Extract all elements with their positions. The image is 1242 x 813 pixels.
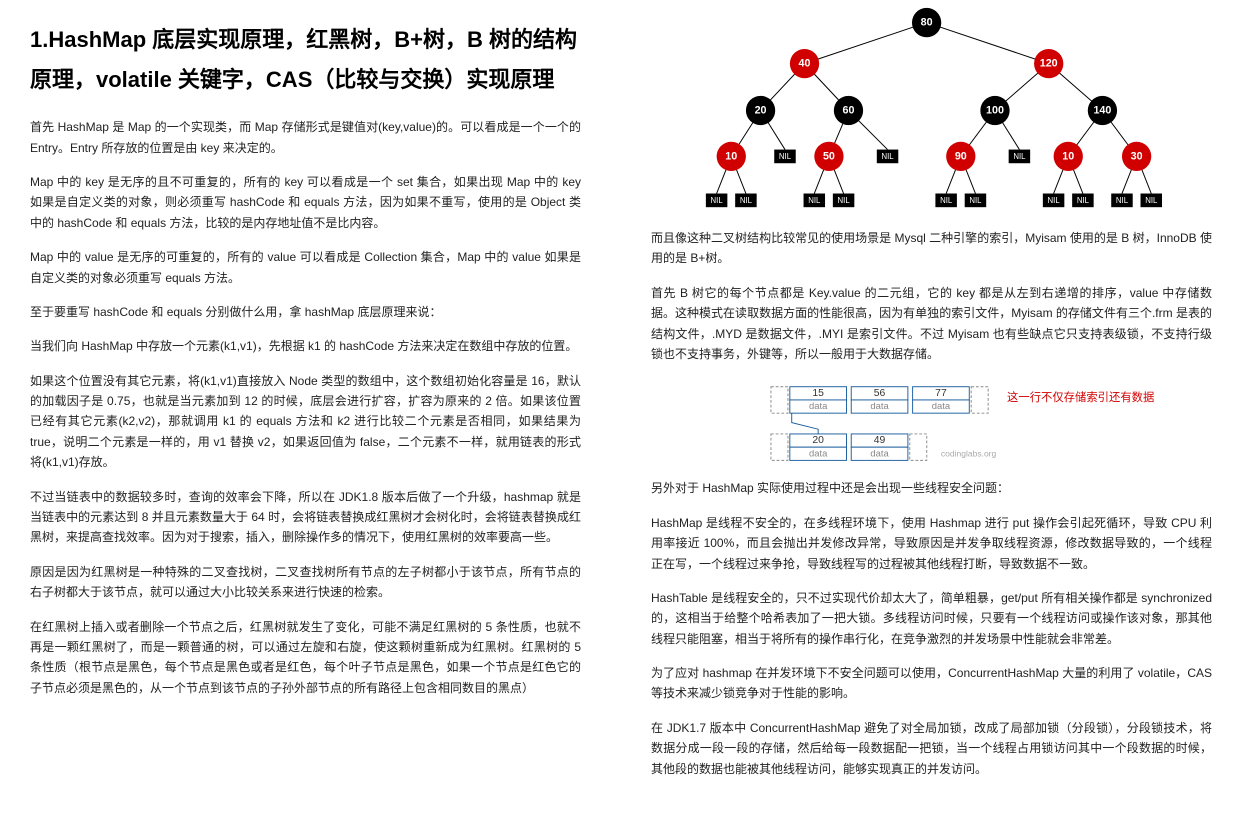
svg-text:data: data [809,401,828,412]
svg-text:10: 10 [1062,150,1074,162]
paragraph: HashTable 是线程安全的，只不过实现代价却太大了，简单粗暴，get/pu… [651,588,1212,649]
svg-text:49: 49 [874,435,886,446]
paragraph: 在 JDK1.7 版本中 ConcurrentHashMap 避免了对全局加锁，… [651,718,1212,779]
paragraph: Map 中的 value 是无序的可重复的，所有的 value 可以看成是 Co… [30,247,581,288]
svg-text:NIL: NIL [1116,196,1129,205]
paragraph: 原因是因为红黑树是一种特殊的二叉查找树，二叉查找树所有节点的左子树都小于该节点，… [30,562,581,603]
svg-text:NIL: NIL [940,196,953,205]
svg-text:60: 60 [843,104,855,116]
paragraph: Map 中的 key 是无序的且不可重复的，所有的 key 可以看成是一个 se… [30,172,581,233]
paragraph: 如果这个位置没有其它元素，将(k1,v1)直接放入 Node 类型的数组中，这个… [30,371,581,473]
svg-text:NIL: NIL [881,152,894,161]
svg-text:NIL: NIL [779,152,792,161]
svg-text:codinglabs.org: codinglabs.org [941,449,997,459]
right-column: 80 40 120 20 60 100 140 10 50 90 10 30 NIL NIL NIL NIL N… [621,0,1242,813]
svg-text:50: 50 [823,150,835,162]
svg-text:56: 56 [874,388,886,399]
paragraph: 不过当链表中的数据较多时，查询的效率会下降，所以在 JDK1.8 版本后做了一个… [30,487,581,548]
left-column: 1.HashMap 底层实现原理，红黑树，B+树，B 树的结构原理，volati… [0,0,621,813]
svg-text:NIL: NIL [969,196,982,205]
svg-text:data: data [932,401,951,412]
paragraph: 在红黑树上插入或者删除一个节点之后，红黑树就发生了变化，可能不满足红黑树的 5 … [30,617,581,699]
page-title: 1.HashMap 底层实现原理，红黑树，B+树，B 树的结构原理，volati… [30,20,581,99]
svg-text:NIL: NIL [1077,196,1090,205]
svg-text:100: 100 [986,104,1004,116]
paragraph: 至于要重写 hashCode 和 equals 分别做什么用，拿 hashMap… [30,302,581,322]
bplus-tree-diagram: 15 data 56 data 77 data 20 data 49 data 这一行不仅存储索引还… [651,382,1212,467]
paragraph: HashMap 是线程不安全的，在多线程环境下，使用 Hashmap 进行 pu… [651,513,1212,574]
svg-text:20: 20 [812,435,824,446]
svg-text:NIL: NIL [1048,196,1061,205]
svg-text:NIL: NIL [1013,152,1026,161]
paragraph: 当我们向 HashMap 中存放一个元素(k1,v1)，先根据 k1 的 has… [30,336,581,356]
paragraph: 首先 HashMap 是 Map 的一个实现类，而 Map 存储形式是键值对(k… [30,117,581,158]
svg-text:20: 20 [755,104,767,116]
svg-text:30: 30 [1131,150,1143,162]
svg-text:data: data [809,449,828,460]
svg-text:NIL: NIL [808,196,821,205]
paragraph: 另外对于 HashMap 实际使用过程中还是会出现一些线程安全问题： [651,478,1212,498]
svg-text:NIL: NIL [838,196,851,205]
paragraph: 而且像这种二叉树结构比较常见的使用场景是 Mysql 二种引擎的索引，Myisa… [651,228,1212,269]
svg-text:140: 140 [1093,104,1111,116]
svg-text:15: 15 [812,388,824,399]
svg-text:data: data [870,401,889,412]
svg-text:这一行不仅存储索引还有数据: 这一行不仅存储索引还有数据 [1007,390,1154,404]
paragraph: 为了应对 hashmap 在并发环境下不安全问题可以使用，ConcurrentH… [651,663,1212,704]
red-black-tree-diagram: 80 40 120 20 60 100 140 10 50 90 10 30 NIL NIL NIL NIL N… [651,5,1212,215]
svg-text:120: 120 [1040,58,1058,70]
svg-text:90: 90 [955,150,967,162]
svg-text:NIL: NIL [1145,196,1158,205]
svg-text:80: 80 [921,17,933,29]
svg-text:40: 40 [799,58,811,70]
svg-text:10: 10 [725,150,737,162]
svg-text:77: 77 [935,388,947,399]
svg-text:NIL: NIL [711,196,724,205]
svg-text:data: data [870,449,889,460]
svg-text:NIL: NIL [740,196,753,205]
paragraph: 首先 B 树它的每个节点都是 Key.value 的二元组，它的 key 都是从… [651,283,1212,365]
